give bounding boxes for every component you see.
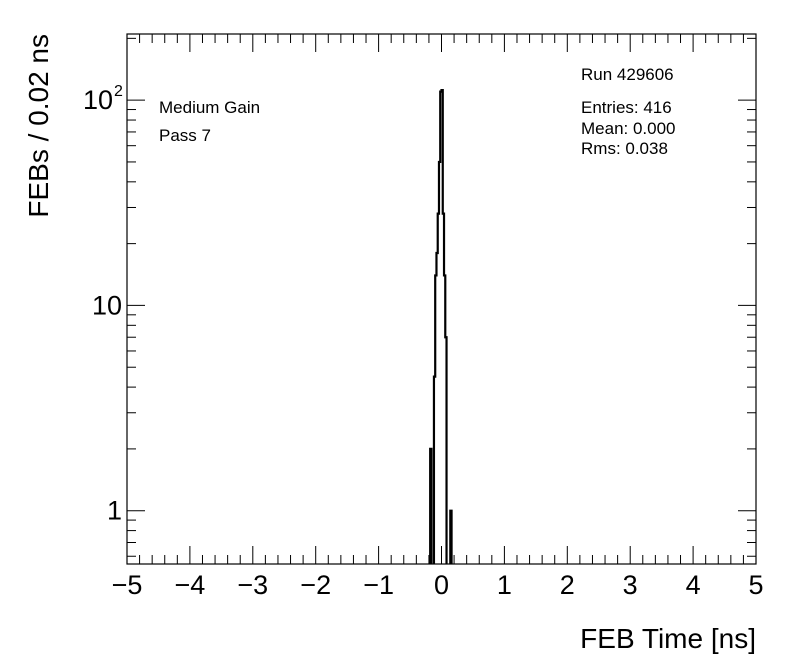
x-tick-label: −4 [175, 570, 206, 600]
x-tick-label: 3 [623, 570, 638, 600]
x-tick-label: −1 [363, 570, 394, 600]
x-tick-label: 1 [497, 570, 512, 600]
histogram-bin [438, 214, 439, 564]
annotation-pass: Pass 7 [159, 126, 211, 145]
y-tick-label: 10 [83, 85, 113, 115]
y-axis-label: FEBs / 0.02 ns [23, 34, 54, 218]
x-tick-label: −5 [112, 570, 143, 600]
x-tick-label: −2 [300, 570, 331, 600]
x-tick-label: 0 [434, 570, 449, 600]
x-tick-label: 2 [560, 570, 575, 600]
stat-rms: Rms: 0.038 [581, 139, 668, 158]
x-tick-label: 5 [748, 570, 763, 600]
stat-mean: Mean: 0.000 [581, 119, 676, 138]
histogram-bin [436, 253, 437, 564]
stat-entries: Entries: 416 [581, 98, 672, 117]
annotation-gain: Medium Gain [159, 98, 260, 117]
stat-run: Run 429606 [581, 65, 674, 84]
histogram-line [429, 88, 453, 564]
x-tick-label: −3 [237, 570, 268, 600]
x-tick-label: 4 [686, 570, 701, 600]
histogram-bin [439, 162, 440, 564]
y-tick-label: 1 [107, 496, 122, 526]
x-tick-labels: −5 −4 −3 −2 −1 0 1 2 3 4 5 [112, 570, 764, 600]
y-tick-label-exponent: 2 [114, 83, 123, 100]
x-axis-label: FEB Time [ns] [580, 623, 756, 654]
axis-ticks [126, 34, 757, 564]
y-tick-label: 10 [92, 290, 122, 320]
